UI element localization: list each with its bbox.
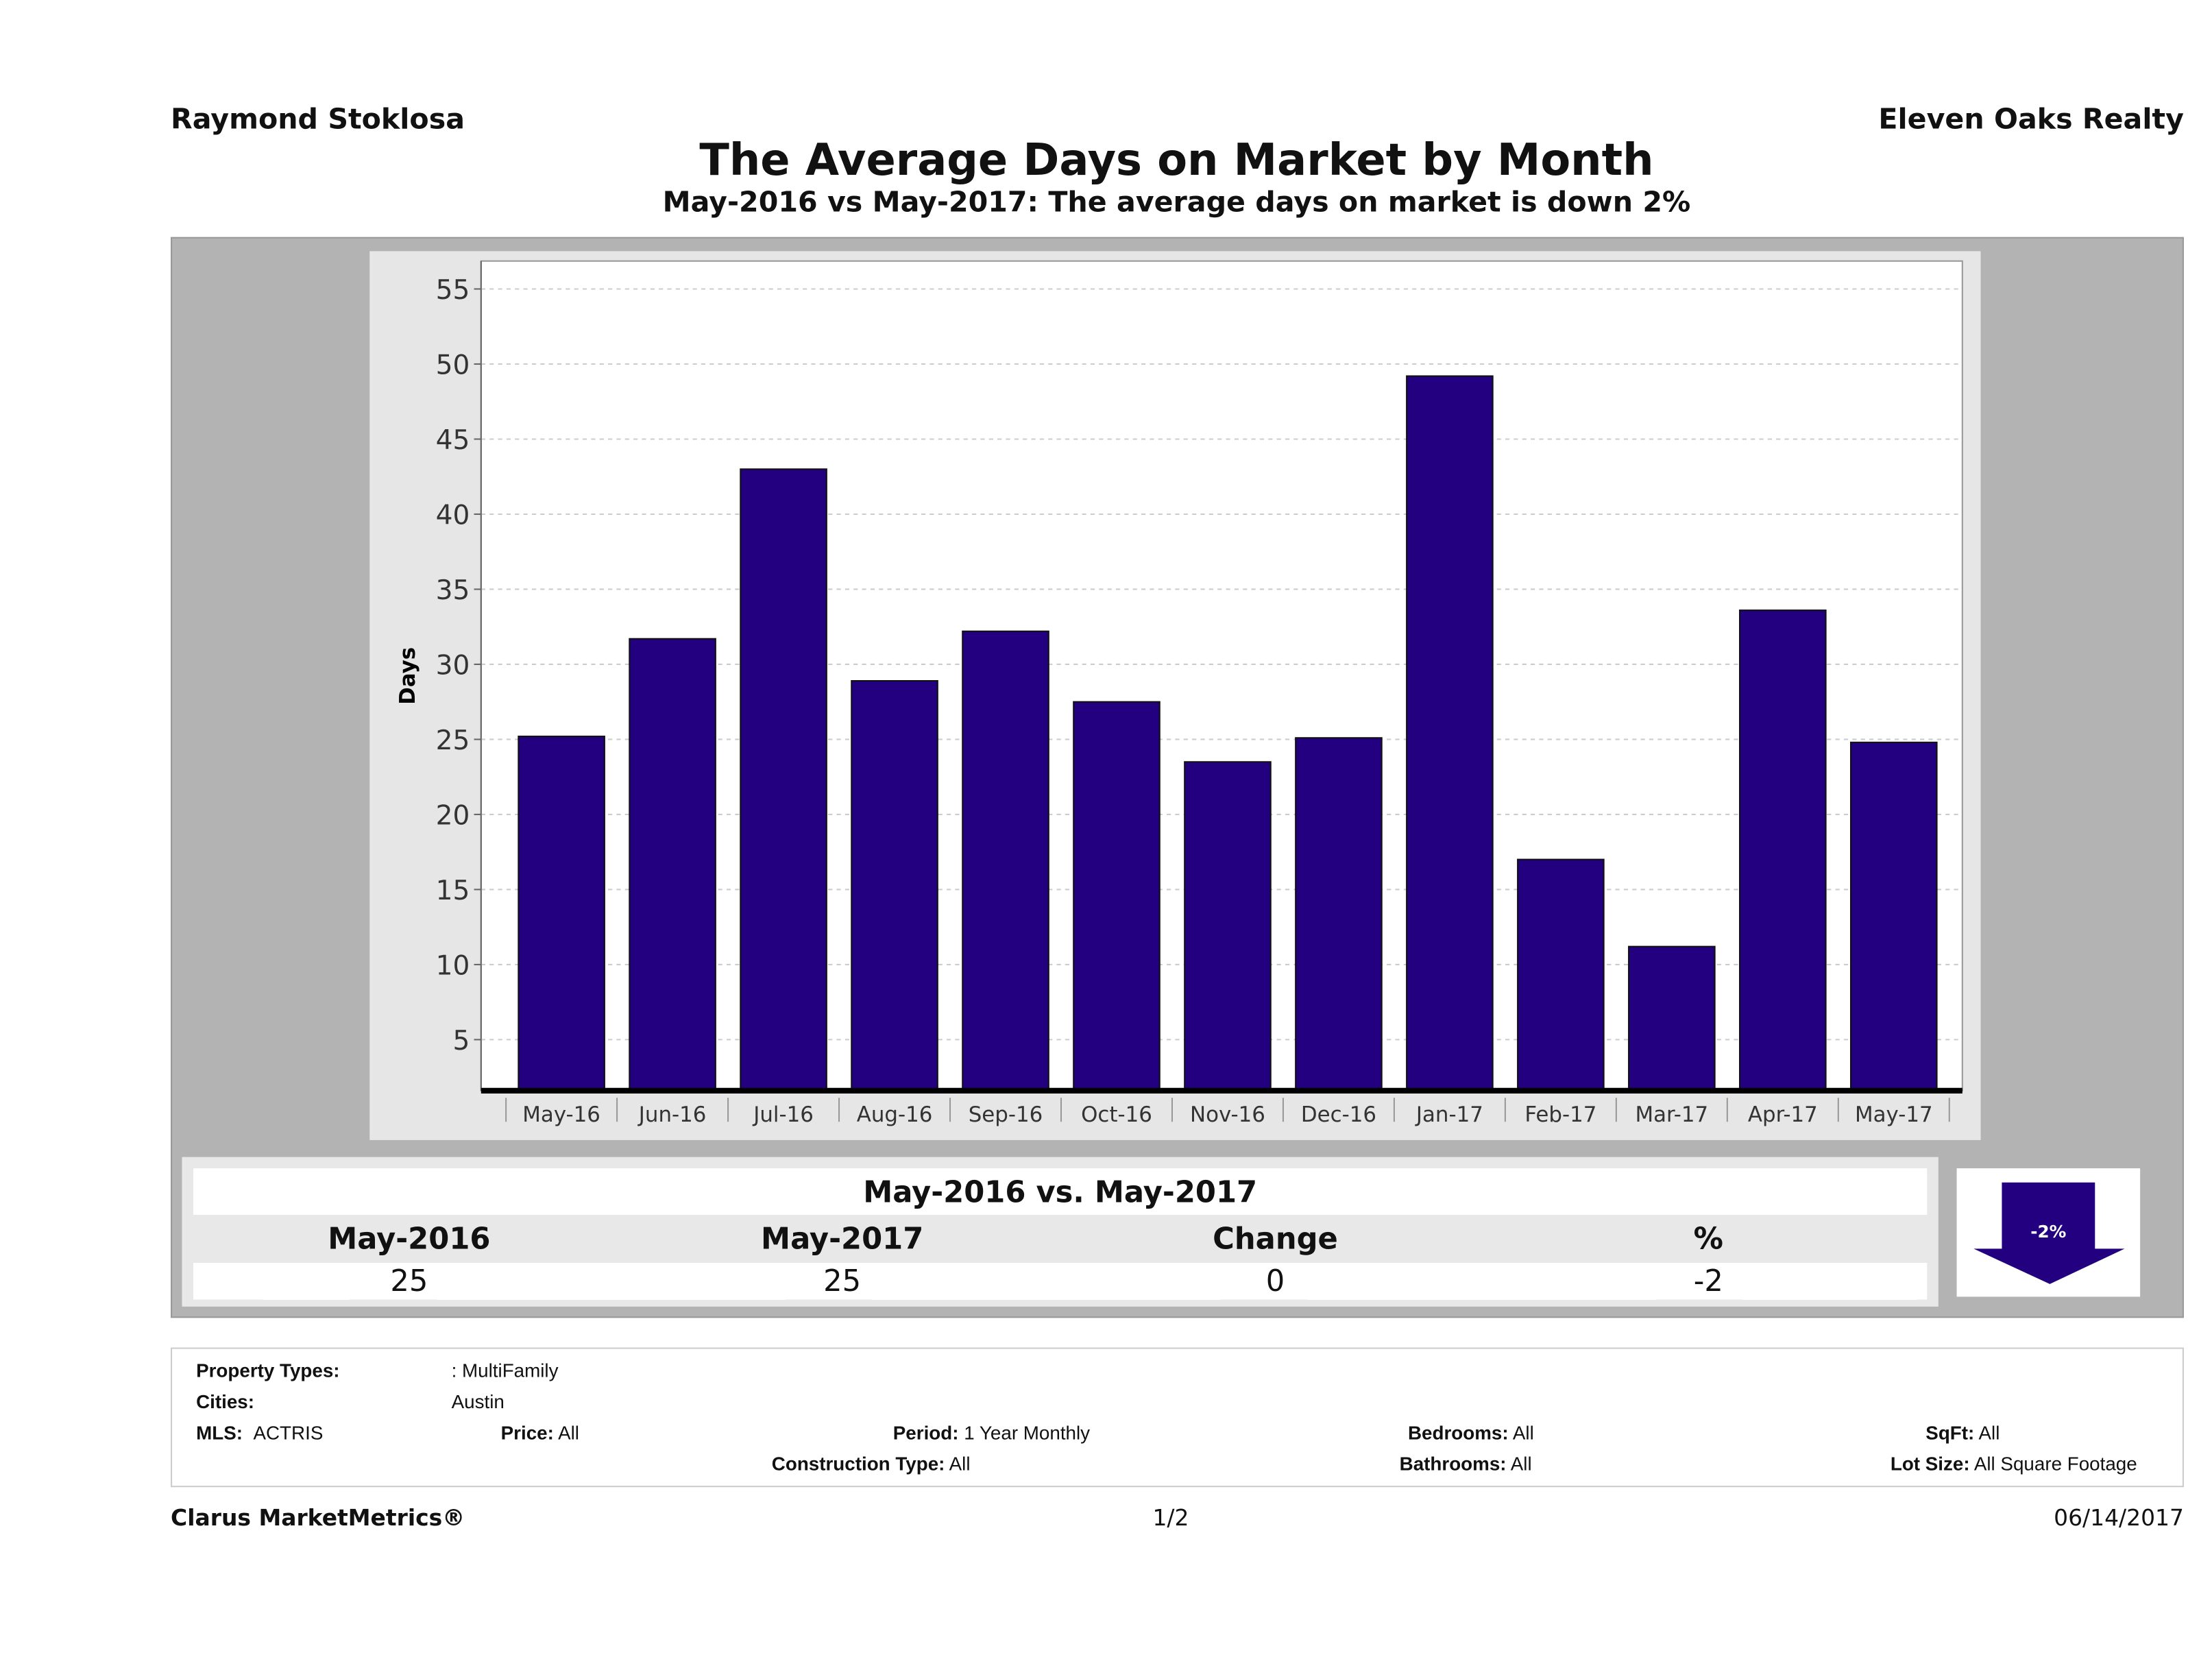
price-value: All <box>558 1422 579 1444</box>
y-axis-label: Days <box>396 647 420 705</box>
comparison-value-row: 25 25 0 -2 <box>193 1262 1928 1300</box>
bathrooms-label: Bathrooms: <box>1399 1453 1507 1475</box>
footer-brand: Clarus MarketMetrics® <box>171 1503 465 1532</box>
construction-value: All <box>949 1453 971 1475</box>
x-tick-label: May-16 <box>522 1102 600 1127</box>
y-tick-label: 50 <box>436 350 470 381</box>
change-badge-label: -2% <box>2030 1222 2067 1242</box>
mls-label: MLS: <box>196 1422 243 1444</box>
mls-value: ACTRIS <box>253 1422 324 1444</box>
y-tick-label: 55 <box>436 275 470 306</box>
x-tick-label: May-17 <box>1855 1102 1933 1127</box>
down-arrow-icon <box>1973 1182 2125 1284</box>
x-tick-label: Jul-16 <box>752 1102 814 1127</box>
change-badge: -2% <box>1956 1168 2141 1297</box>
y-tick-label: 35 <box>436 575 470 606</box>
price-label: Price: <box>500 1422 554 1444</box>
filter-summary: Property Types: : MultiFamily Cities: Au… <box>171 1347 2184 1488</box>
y-tick-label: 25 <box>436 725 470 756</box>
bar-jul-16 <box>740 468 827 1091</box>
bar-nov-16 <box>1184 761 1272 1091</box>
page-title: The Average Days on Market by Month <box>699 135 1654 186</box>
x-tick-label: Feb-17 <box>1524 1102 1596 1127</box>
y-tick-label: 45 <box>436 425 470 456</box>
bar-oct-16 <box>1073 701 1160 1091</box>
x-tick-label: Dec-16 <box>1301 1102 1376 1127</box>
y-tick-label: 15 <box>436 875 470 906</box>
property-types-value: : MultiFamily <box>451 1360 559 1381</box>
bar-chart: 5 10 15 20 25 30 35 40 45 50 55 Days May-16 Jun-16 Jul… <box>396 260 1963 1127</box>
y-tick-label: 10 <box>436 950 470 981</box>
x-tick-label: Jan-17 <box>1415 1102 1483 1127</box>
header-percent: % <box>1693 1222 1724 1256</box>
bathrooms-value: All <box>1510 1453 1532 1475</box>
x-tick-label: Aug-16 <box>857 1102 933 1127</box>
footer-date: 06/14/2017 <box>2054 1503 2184 1532</box>
header-may-2017: May-2017 <box>761 1222 924 1256</box>
comparison-title: May-2016 vs. May-2017 <box>193 1168 1928 1216</box>
period-value: 1 Year Monthly <box>964 1422 1091 1444</box>
bar-aug-16 <box>851 680 938 1091</box>
x-tick-label: Jun-16 <box>637 1102 707 1127</box>
y-tick-label: 30 <box>436 650 470 681</box>
bar-mar-17 <box>1628 945 1716 1091</box>
y-tick-label: 40 <box>436 500 470 531</box>
sqft-value: All <box>1978 1422 2000 1444</box>
x-tick-label: Sep-16 <box>969 1102 1043 1127</box>
x-tick-label: Apr-17 <box>1748 1102 1818 1127</box>
sqft-label: SqFt: <box>1925 1422 1975 1444</box>
bar-feb-17 <box>1517 858 1605 1091</box>
y-tick-label: 20 <box>436 800 470 831</box>
value-may-2017: 25 <box>823 1264 862 1298</box>
period-label: Period: <box>892 1422 959 1444</box>
footer-page-number: 1/2 <box>1152 1503 1189 1532</box>
agent-name: Raymond Stoklosa <box>171 101 465 136</box>
comparison-header-row: May-2016 May-2017 Change % <box>193 1218 1927 1260</box>
bedrooms-value: All <box>1512 1422 1534 1444</box>
bedrooms-label: Bedrooms: <box>1407 1422 1509 1444</box>
bar-may-17 <box>1849 741 1938 1091</box>
brokerage-name: Eleven Oaks Realty <box>1878 101 2184 136</box>
bar-sep-16 <box>962 630 1049 1091</box>
construction-label: Construction Type: <box>771 1453 945 1475</box>
cities-value: Austin <box>451 1391 505 1413</box>
bar-jun-16 <box>629 638 716 1091</box>
x-tick-label: Oct-16 <box>1081 1102 1152 1127</box>
bar-jan-17 <box>1406 375 1494 1091</box>
value-may-2016: 25 <box>390 1264 428 1298</box>
cities-label: Cities: <box>196 1391 255 1413</box>
bar-may-16 <box>518 736 605 1091</box>
x-tick-label: Mar-17 <box>1636 1102 1709 1127</box>
y-tick-label: 5 <box>452 1026 470 1056</box>
lot-size-label: Lot Size: <box>1890 1453 1970 1475</box>
bar-dec-16 <box>1295 737 1383 1091</box>
value-percent: -2 <box>1693 1264 1723 1298</box>
lot-size-value: All Square Footage <box>1973 1453 2137 1475</box>
bar-apr-17 <box>1739 609 1827 1091</box>
value-change: 0 <box>1265 1264 1285 1298</box>
page-subtitle: May-2016 vs May-2017: The average days o… <box>662 184 1691 219</box>
header-change: Change <box>1213 1222 1338 1256</box>
property-types-label: Property Types: <box>196 1360 340 1381</box>
x-tick-label: Nov-16 <box>1190 1102 1265 1127</box>
header-may-2016: May-2016 <box>328 1222 491 1256</box>
comparison-table: May-2016 vs. May-2017 May-2016 May-2017 … <box>182 1157 1938 1307</box>
